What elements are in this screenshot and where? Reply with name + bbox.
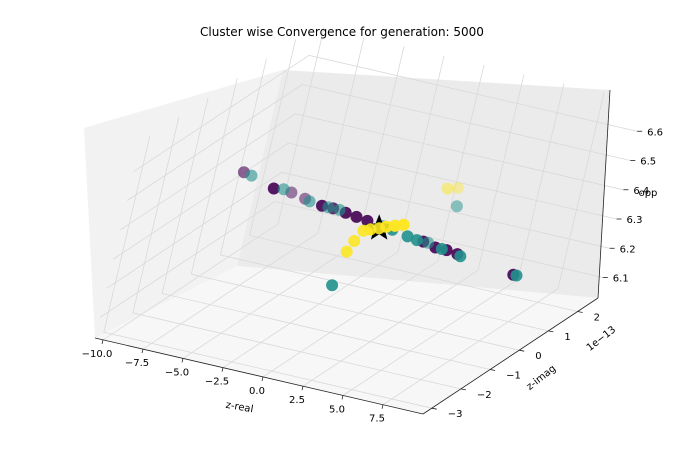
y-tick-mark [490, 369, 496, 371]
z-gridline [106, 171, 610, 289]
z-tick-label: 6.4 [633, 186, 649, 197]
y-gridline [103, 136, 432, 409]
teal-point [450, 200, 463, 213]
axis-spines [94, 89, 611, 415]
y-axis-line [422, 297, 599, 415]
axis-panes [84, 70, 610, 414]
z-gridline [99, 201, 603, 318]
teal-point [245, 169, 258, 182]
z-tick-label: 6.6 [647, 127, 663, 138]
teal-point [303, 195, 316, 208]
x-tick-mark [221, 367, 224, 372]
x-gridline [262, 64, 485, 378]
y-axis-offset-label: 1e−13 [585, 324, 618, 353]
x-axis-line [94, 337, 424, 415]
tick-labels: −10.0 −7.5 −5.0 −2.5 0.0 2.5 5.0 7.5 −3 −2 −1 0 1 2 6.… [82, 127, 663, 424]
teal-point [333, 203, 346, 216]
y-gridline [190, 78, 520, 351]
yellow-point-front [397, 218, 410, 231]
chart-title: Cluster wise Convergence for generation:… [200, 25, 484, 39]
yellow-point-front [388, 219, 401, 232]
purple-point [267, 182, 280, 195]
teal-point [326, 279, 339, 292]
y-tick-label: −3 [448, 409, 463, 420]
x-gridline [222, 55, 445, 369]
grid-lines [99, 27, 638, 409]
x-axis-label: z-real [225, 400, 254, 416]
x-tick-label: −7.5 [125, 358, 149, 369]
x-tick-mark [341, 395, 344, 400]
x-tick-mark [101, 339, 104, 344]
z-gridline [120, 113, 624, 231]
z-gridline [113, 142, 617, 260]
purple-point [350, 210, 363, 223]
z-gridline [133, 54, 638, 172]
y-tick-label: 0 [535, 351, 541, 362]
yellow-point [348, 235, 361, 247]
x-tick-mark [261, 376, 264, 382]
y-tick-label: −1 [506, 371, 521, 382]
y-tick-label: −2 [477, 390, 492, 401]
y-axis-label: z-imag [525, 363, 558, 393]
z-gridline [127, 84, 631, 201]
y-tick-mark [460, 388, 466, 391]
y-gridline [219, 58, 549, 332]
x-tick-label: −2.5 [205, 377, 229, 388]
x-gridline [142, 37, 365, 350]
x-gridline [382, 92, 605, 406]
y-gridline [249, 39, 578, 312]
teal-point [435, 243, 448, 255]
yellow-point-front [364, 223, 377, 236]
yellow-point [451, 181, 464, 194]
teal-point [277, 183, 290, 196]
y-tick-mark [519, 349, 525, 352]
yellow-point [340, 245, 353, 258]
back-pane [237, 70, 610, 298]
x-tick-label: 2.5 [289, 395, 305, 406]
x-tick-mark [381, 404, 384, 409]
x-gridline [102, 27, 325, 341]
y-tick-mark [577, 311, 583, 313]
x-tick-label: 5.0 [329, 404, 345, 415]
floor-pane [95, 266, 598, 414]
teal-point [510, 269, 523, 282]
y-gridline [132, 116, 461, 390]
z-axis-line [597, 89, 611, 299]
x-tick-mark [301, 386, 304, 391]
yellow-point-front [380, 220, 393, 233]
x-tick-mark [141, 349, 144, 354]
y-tick-label: 1 [564, 332, 570, 343]
x-tick-label: −10.0 [82, 349, 113, 360]
x-tick-mark [181, 358, 184, 363]
z-tick-label: 6.5 [640, 157, 656, 168]
z-tick-label: 6.2 [620, 244, 636, 255]
y-tick-mark [548, 330, 554, 333]
x-tick-label: −5.0 [165, 367, 189, 378]
teal-point [401, 230, 414, 243]
y-gridline [161, 97, 491, 370]
x-gridline [302, 74, 525, 387]
z-tick-label: 6.1 [613, 274, 629, 285]
teal-point [410, 234, 423, 247]
teal-point [454, 250, 467, 263]
z-tick-label: 6.3 [627, 215, 643, 226]
teal-point [322, 201, 335, 214]
y-tick-mark [431, 407, 437, 410]
scatter-points [237, 166, 523, 292]
z-axis-label: opp [639, 188, 658, 199]
y-tick-label: 2 [594, 313, 600, 324]
teal-point [422, 236, 435, 249]
yellow-point [441, 182, 454, 195]
x-tick-label: 0.0 [249, 386, 265, 397]
x-tick-label: 7.5 [369, 414, 385, 425]
